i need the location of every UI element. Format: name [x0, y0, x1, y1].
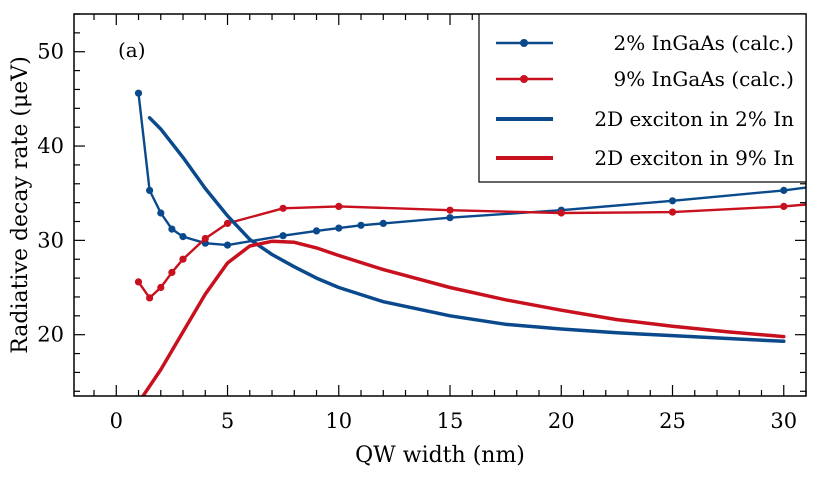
data-point — [201, 234, 209, 243]
x-tick-label: 0 — [110, 409, 123, 433]
data-point — [223, 241, 232, 249]
x-tick-label: 5 — [221, 409, 234, 433]
series-line — [141, 239, 786, 396]
y-tick-label: 20 — [37, 323, 64, 347]
data-point — [668, 208, 677, 216]
x-tick-label: 25 — [659, 409, 686, 433]
series-3 — [147, 116, 786, 344]
data-point — [168, 268, 176, 276]
data-point — [780, 186, 788, 194]
data-point — [279, 232, 287, 240]
y-tick-label: 30 — [37, 228, 64, 252]
series-layer — [134, 89, 806, 396]
legend: 2% InGaAs (calc.) 9% InGaAs (calc.) 2D exc… — [478, 13, 807, 183]
data-point — [146, 186, 154, 194]
data-point — [357, 221, 365, 229]
tick-labels: 0 5 10 15 20 25 30 20 30 40 50 — [37, 40, 797, 433]
data-point — [668, 197, 677, 205]
legend-item: 9% InGaAs (calc.) — [496, 67, 794, 91]
data-point — [379, 219, 387, 227]
series-line — [137, 203, 806, 300]
x-axis-label: QW width (nm) — [355, 443, 525, 468]
data-point — [157, 209, 165, 217]
y-axis-label: Radiative decay rate (μeV) — [8, 56, 33, 354]
legend-label: 2D exciton in 9% In — [594, 146, 794, 170]
data-point — [335, 224, 343, 232]
data-point — [134, 278, 143, 286]
legend-item: 2D exciton in 9% In — [496, 146, 794, 170]
y-tick-label: 40 — [37, 134, 64, 158]
legend-marker — [520, 39, 528, 47]
x-tick-label: 10 — [325, 409, 352, 433]
x-tick-label: 20 — [548, 409, 575, 433]
legend-label: 2D exciton in 2% In — [594, 107, 794, 131]
data-point — [446, 206, 454, 214]
data-point — [168, 225, 176, 233]
series-1 — [134, 89, 806, 249]
data-point — [335, 202, 343, 210]
data-point — [557, 209, 565, 217]
legend-item: 2% InGaAs (calc.) — [496, 31, 794, 55]
legend-label: 9% InGaAs (calc.) — [613, 67, 794, 91]
plot-frame — [73, 13, 807, 397]
legend-marker — [520, 75, 528, 83]
x-tick-label: 15 — [437, 409, 464, 433]
data-point — [146, 294, 154, 302]
legend-items: 2% InGaAs (calc.) 9% InGaAs (calc.) 2D exc… — [496, 31, 794, 170]
data-point — [134, 89, 143, 97]
data-point — [157, 283, 165, 292]
data-point — [279, 204, 287, 212]
data-point — [223, 219, 232, 227]
data-point — [179, 255, 187, 263]
data-point — [446, 214, 454, 222]
x-tick-label: 30 — [770, 409, 797, 433]
data-point — [179, 233, 187, 241]
data-point — [312, 227, 321, 235]
series-4 — [141, 239, 786, 396]
data-point — [780, 202, 788, 210]
legend-item: 2D exciton in 2% In — [496, 107, 794, 131]
series-line — [147, 116, 786, 344]
y-tick-label: 50 — [37, 40, 64, 64]
panel-label: (a) — [118, 38, 146, 62]
series-2 — [134, 202, 806, 302]
legend-label: 2% InGaAs (calc.) — [613, 31, 794, 55]
